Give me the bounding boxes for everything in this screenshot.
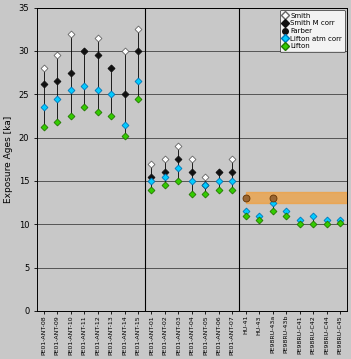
- Legend: Smith, Smith M corr, Farber, Lifton atm corr, Lifton: Smith, Smith M corr, Farber, Lifton atm …: [280, 10, 345, 52]
- Bar: [246, 192, 347, 202]
- Y-axis label: Exposure Ages [ka]: Exposure Ages [ka]: [4, 116, 13, 203]
